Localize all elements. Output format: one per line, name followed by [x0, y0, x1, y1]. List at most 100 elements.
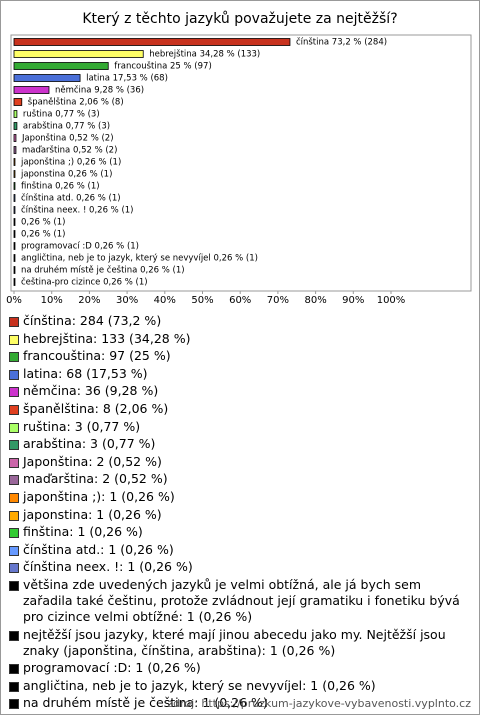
legend-swatch [9, 563, 19, 574]
x-tick-label: 90% [342, 295, 364, 306]
bar [13, 86, 50, 94]
source: zdroj: https://pruzkum-jazykove-vybaveno… [167, 697, 471, 710]
bar-label: japonština ;) 0,26 % (1) [20, 157, 121, 168]
bar-label: čínština neex. ! 0,26 % (1) [21, 205, 134, 216]
legend-text: programovací :D: 1 (0,26 %) [23, 660, 201, 676]
bar [13, 146, 17, 154]
bar [13, 122, 18, 130]
legend-item: francouština: 97 (25 %) [9, 348, 471, 364]
bar [13, 194, 16, 202]
x-tick-label: 60% [229, 295, 251, 306]
bar-label: němčina 9,28 % (36) [55, 85, 144, 96]
legend-swatch [9, 510, 19, 521]
x-tick-label: 20% [78, 295, 100, 306]
legend-item: programovací :D: 1 (0,26 %) [9, 660, 471, 676]
legend-item: čínština: 284 (73,2 %) [9, 313, 471, 329]
bar [13, 110, 18, 118]
bar-label: čeština-pro cizince 0,26 % (1) [21, 277, 148, 288]
legend-text: japonstina: 1 (0,26 %) [23, 506, 162, 522]
legend-swatch [9, 580, 19, 591]
legend-text: angličtina, neb je to jazyk, který se ne… [23, 677, 376, 693]
legend-item: čínština atd.: 1 (0,26 %) [9, 542, 471, 558]
bar [13, 134, 17, 142]
legend-text: španělština: 8 (2,06 %) [23, 400, 169, 416]
legend-swatch [9, 664, 19, 675]
bar [13, 182, 16, 190]
bar-label: finština 0,26 % (1) [21, 181, 100, 192]
legend-text: Japonština: 2 (0,52 %) [23, 453, 162, 469]
legend-text: japonština ;): 1 (0,26 %) [23, 488, 175, 504]
legend-item: maďarština: 2 (0,52 %) [9, 471, 471, 487]
legend-item: španělština: 8 (2,06 %) [9, 401, 471, 417]
bar [13, 170, 16, 178]
bar-label: 0,26 % (1) [21, 218, 65, 228]
bar [13, 62, 109, 70]
legend-text: němčina: 36 (9,28 %) [23, 383, 159, 399]
legend-swatch [9, 334, 19, 345]
bar [13, 254, 16, 262]
bar [13, 242, 16, 250]
bar [13, 266, 16, 274]
legend-item: němčina: 36 (9,28 %) [9, 383, 471, 399]
legend-swatch [9, 422, 19, 433]
x-tick-label: 100% [377, 295, 406, 306]
legend-swatch [9, 440, 19, 451]
legend-text: latina: 68 (17,53 %) [23, 365, 148, 381]
legend-text: francouština: 97 (25 %) [23, 348, 171, 364]
bar-label: ruština 0,77 % (3) [23, 109, 100, 120]
legend-item: ruština: 3 (0,77 %) [9, 419, 471, 435]
legend-item: finština: 1 (0,26 %) [9, 524, 471, 540]
bar-label: španělština 2,06 % (8) [28, 97, 124, 108]
bar [13, 50, 144, 58]
legend: čínština: 284 (73,2 %) hebrejština: 133 (… [9, 313, 471, 714]
legend-item: japonstina: 1 (0,26 %) [9, 507, 471, 523]
x-tick-label: 10% [41, 295, 63, 306]
bar [13, 98, 23, 106]
legend-swatch [9, 630, 19, 641]
bar-label: Japonština 0,52 % (2) [21, 133, 114, 144]
x-tick-label: 0% [6, 295, 22, 306]
legend-text: maďarština: 2 (0,52 %) [23, 471, 168, 487]
legend-item: většina zde uvedených jazyků je velmi ob… [9, 577, 471, 625]
legend-item: latina: 68 (17,53 %) [9, 366, 471, 382]
bar-label: japonstina 0,26 % (1) [20, 170, 112, 180]
legend-swatch [9, 699, 19, 710]
bar-label: 0,26 % (1) [21, 230, 65, 240]
bar-label: arabština 0,77 % (3) [23, 121, 110, 132]
legend-swatch [9, 457, 19, 468]
bar-label: angličtina, neb je to jazyk, který se ne… [21, 253, 258, 264]
legend-item: arabština: 3 (0,77 %) [9, 436, 471, 452]
bar-label: maďarština 0,52 % (2) [22, 145, 117, 156]
legend-text: většina zde uvedených jazyků je velmi ob… [23, 576, 460, 624]
legend-text: nejtěžší jsou jazyky, které mají jinou a… [23, 626, 446, 658]
chart-title: Který z těchto jazyků považujete za nejt… [82, 11, 397, 27]
bar-label: latina 17,53 % (68) [86, 74, 168, 84]
bar-label: čínština 73,2 % (284) [296, 37, 387, 48]
x-tick-label: 80% [304, 295, 326, 306]
legend-swatch [9, 492, 19, 503]
x-tick-label: 50% [191, 295, 213, 306]
x-tick-label: 70% [267, 295, 289, 306]
bar [13, 230, 16, 238]
legend-text: čínština neex. !: 1 (0,26 %) [23, 559, 193, 575]
legend-text: finština: 1 (0,26 %) [23, 524, 143, 540]
legend-item: Japonština: 2 (0,52 %) [9, 454, 471, 470]
legend-text: čeština-pro cizince: 1 (0,26 %) [23, 713, 213, 714]
bar [13, 206, 16, 214]
legend-swatch [9, 475, 19, 486]
legend-item: japonština ;): 1 (0,26 %) [9, 489, 471, 505]
legend-text: čínština atd.: 1 (0,26 %) [23, 541, 174, 557]
bar [13, 74, 81, 82]
chart: Který z těchto jazyků považujete za nejt… [6, 11, 472, 306]
legend-swatch [9, 545, 19, 556]
legend-swatch [9, 369, 19, 380]
bar-label: francouština 25 % (97) [114, 61, 212, 72]
legend-item: angličtina, neb je to jazyk, který se ne… [9, 678, 471, 694]
legend-swatch [9, 352, 19, 363]
legend-text: hebrejština: 133 (34,28 %) [23, 330, 191, 346]
bar-label: čínština atd. 0,26 % (1) [21, 193, 121, 204]
legend-swatch [9, 404, 19, 415]
legend-text: na druhém místě je čeština: 1 (0,26 %) [23, 695, 268, 711]
legend-swatch [9, 317, 19, 327]
